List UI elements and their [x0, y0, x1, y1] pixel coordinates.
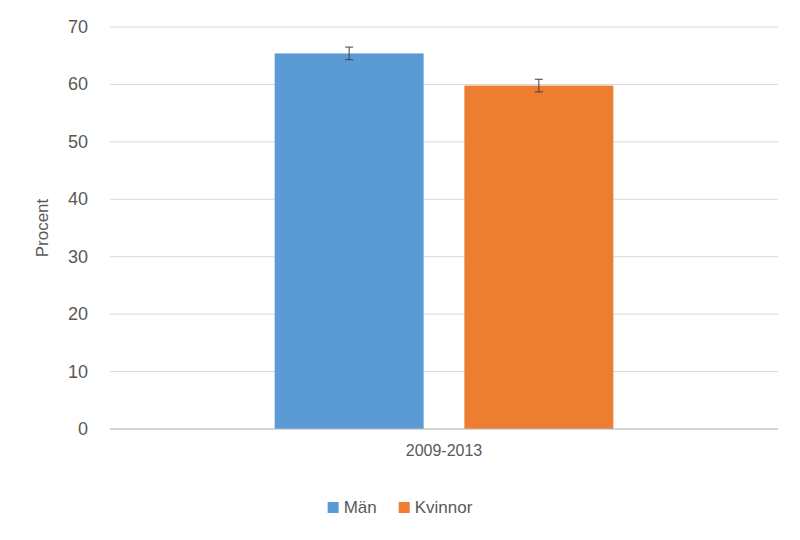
- x-axis-line: [110, 429, 778, 430]
- chart-container: 0 10 20 30 40 50 60 70 Procent 2009-2013 Män Kvinno…: [0, 0, 800, 540]
- grid-line: [110, 84, 778, 85]
- error-bar: [345, 47, 353, 60]
- grid-line: [110, 141, 778, 142]
- error-bar: [535, 79, 543, 92]
- y-tick-label: 60: [68, 74, 88, 94]
- y-tick-label: 0: [78, 419, 88, 439]
- grid-line: [110, 371, 778, 372]
- bar: [275, 53, 424, 429]
- grid-line: [110, 27, 778, 28]
- y-tick-label: 10: [68, 362, 88, 382]
- y-tick-label: 70: [68, 17, 88, 37]
- legend-swatch: [328, 502, 339, 513]
- y-axis-label: Procent: [33, 198, 52, 257]
- x-tick-label: 2009-2013: [406, 442, 483, 459]
- bar: [464, 86, 613, 429]
- y-tick-label: 30: [68, 247, 88, 267]
- grid-line: [110, 256, 778, 257]
- legend-swatch: [399, 502, 410, 513]
- y-tick-label: 20: [68, 304, 88, 324]
- grid-line: [110, 429, 778, 430]
- y-tick-label: 40: [68, 189, 88, 209]
- legend: Män Kvinnor: [328, 498, 473, 517]
- grid-line: [110, 199, 778, 200]
- y-tick-label: 50: [68, 132, 88, 152]
- bars: [275, 47, 614, 429]
- legend-label: Män: [344, 498, 377, 517]
- grid-line: [110, 314, 778, 315]
- chart-svg: 0 10 20 30 40 50 60 70 Procent 2009-2013 Män Kvinno…: [0, 0, 800, 540]
- legend-label: Kvinnor: [415, 498, 473, 517]
